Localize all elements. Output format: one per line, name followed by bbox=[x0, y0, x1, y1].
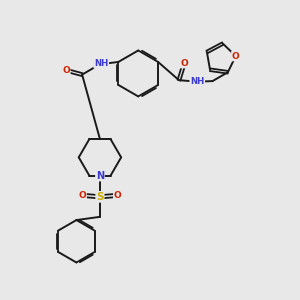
Text: O: O bbox=[78, 191, 86, 200]
Text: S: S bbox=[96, 192, 104, 202]
Text: O: O bbox=[114, 191, 122, 200]
Text: NH: NH bbox=[94, 59, 108, 68]
Text: O: O bbox=[180, 58, 188, 68]
Text: N: N bbox=[96, 171, 104, 181]
Text: O: O bbox=[62, 66, 70, 75]
Text: NH: NH bbox=[190, 77, 204, 86]
Text: O: O bbox=[232, 52, 240, 61]
